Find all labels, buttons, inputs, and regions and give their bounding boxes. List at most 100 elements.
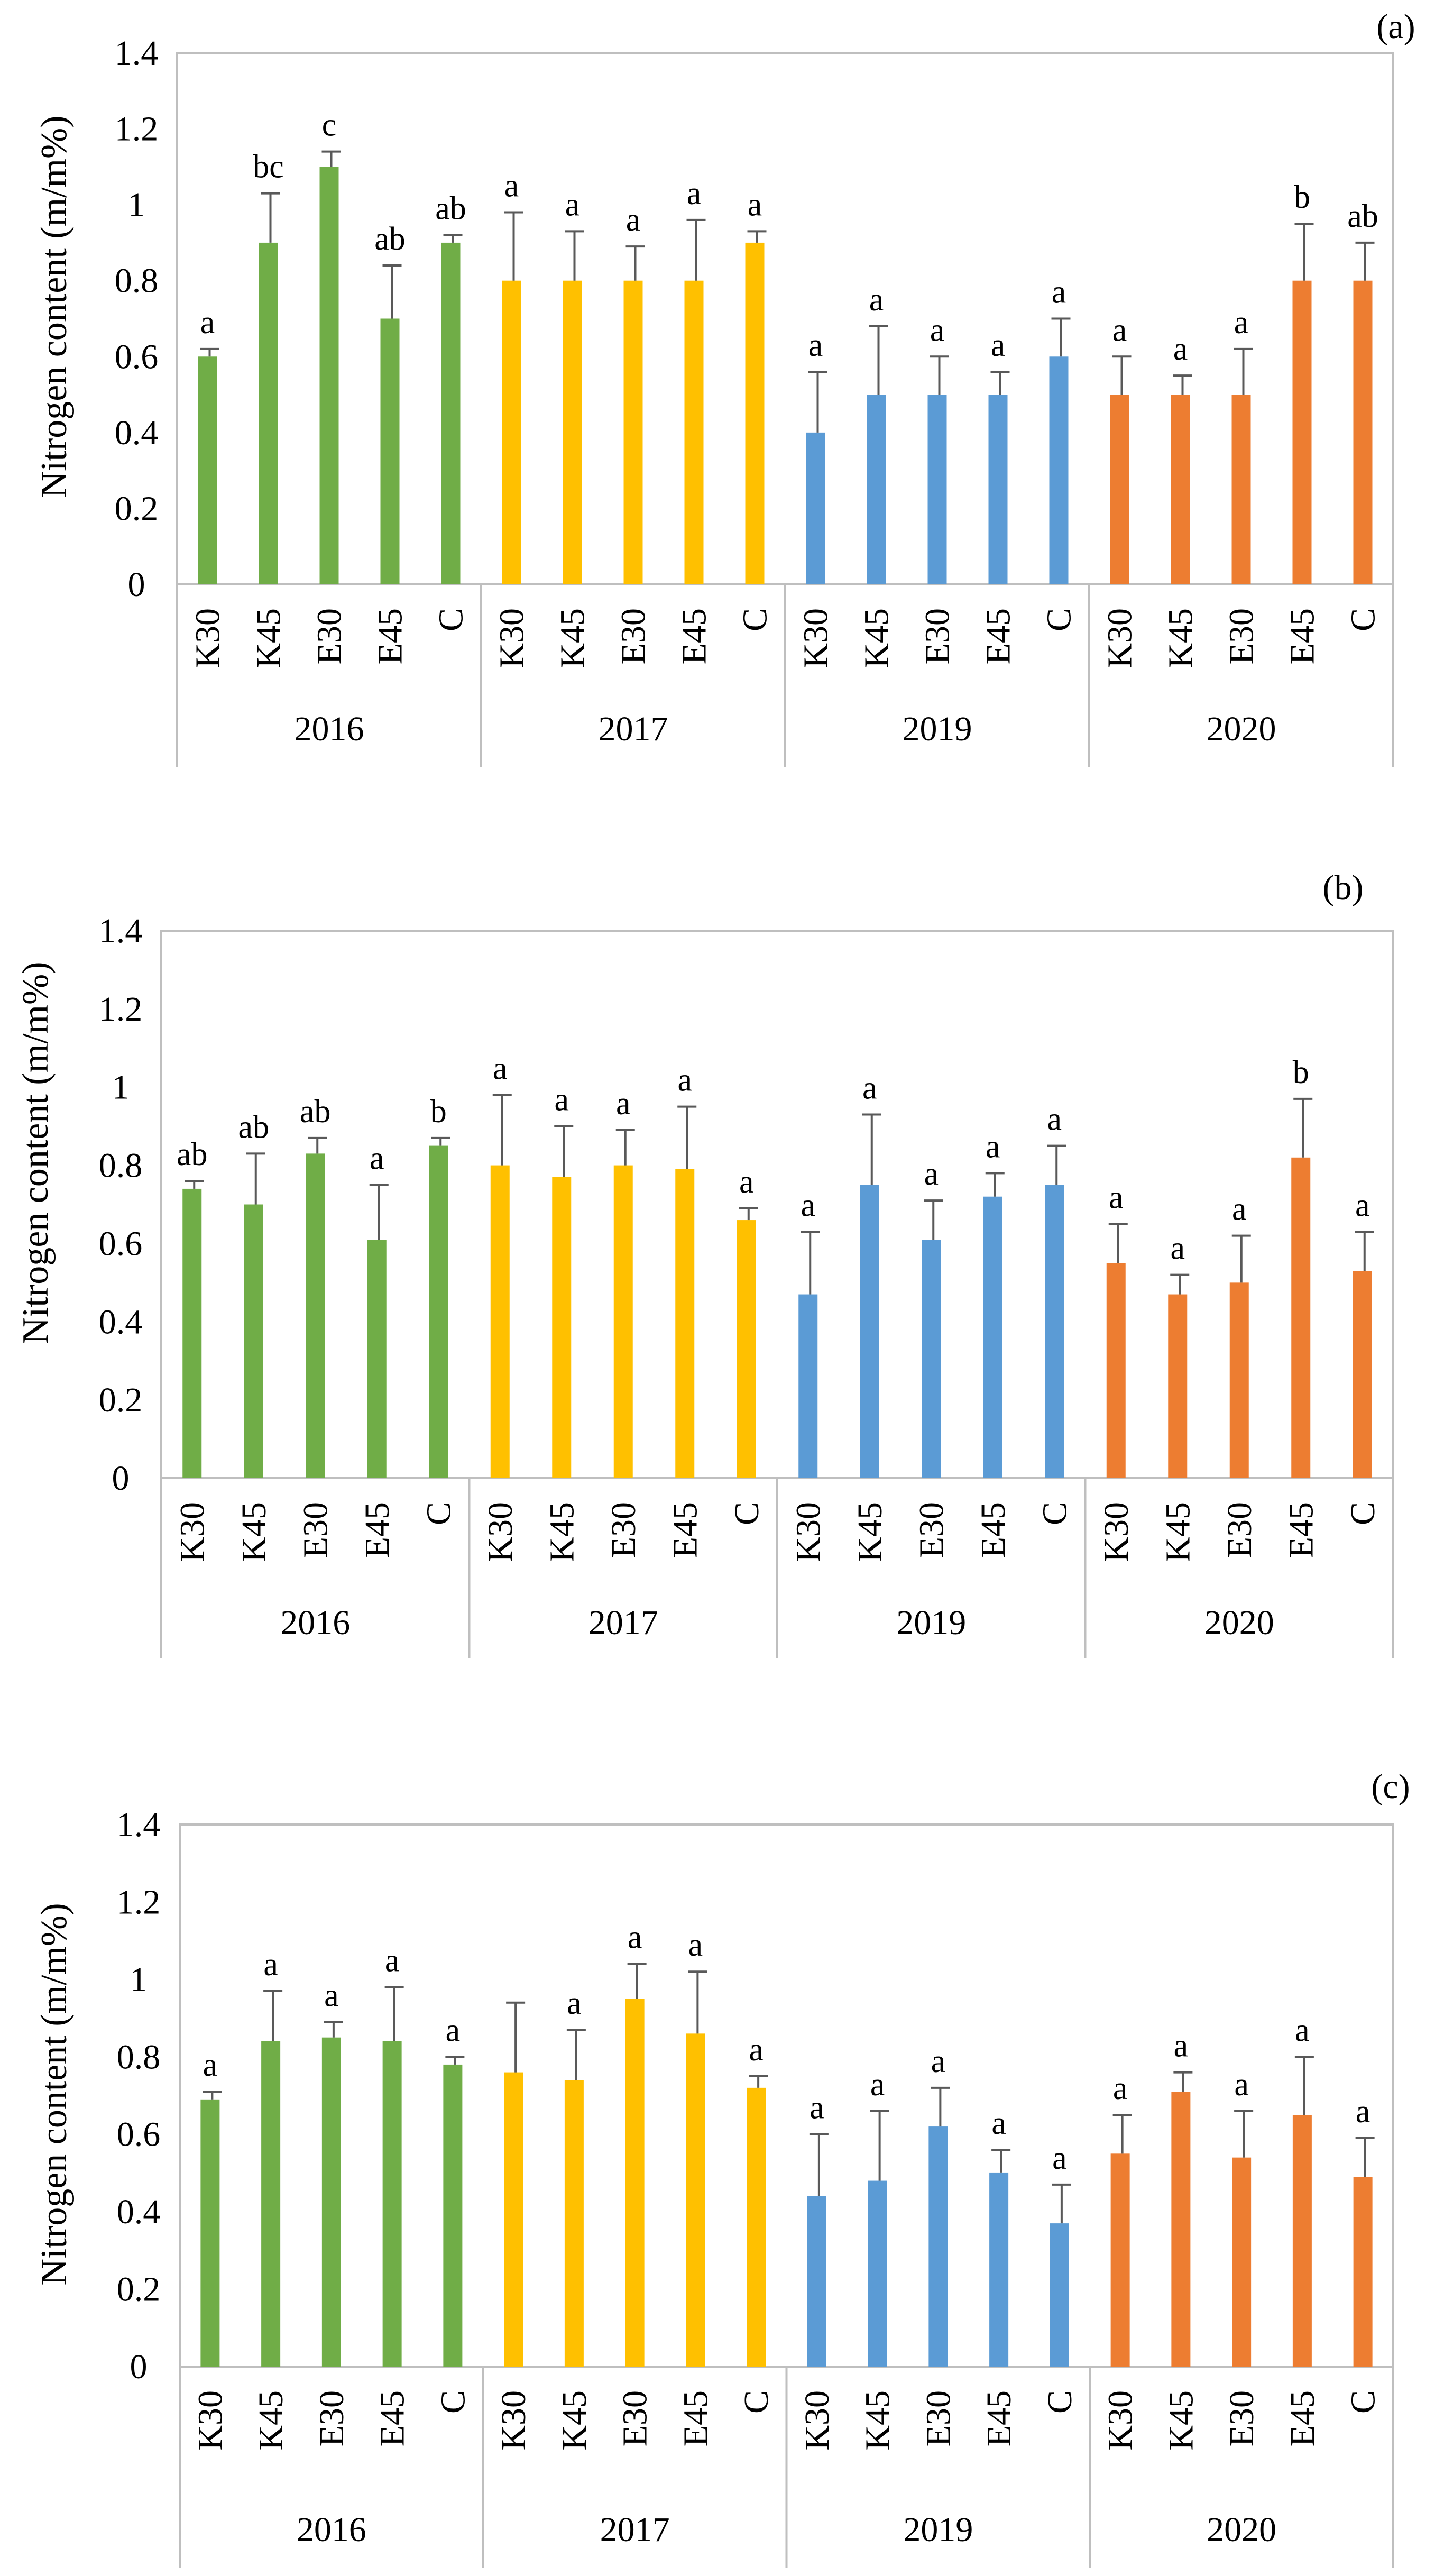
x-category-label: K45 [555,2390,594,2451]
bar-2016-C [429,1145,448,1478]
significance-label: a [616,1086,631,1122]
bar-2017-E45 [675,1169,695,1478]
bar-2016-K30 [182,1188,202,1478]
x-category-label: K45 [851,1502,889,1562]
significance-label: a [1052,2140,1067,2176]
bar-2017-K30 [504,2072,523,2367]
x-category-label: K30 [798,2390,836,2451]
y-tick-label: 0.4 [99,1303,143,1341]
significance-label: a [931,2043,946,2079]
bar-2020-C [1353,280,1373,584]
bar-2019-E30 [927,395,947,584]
x-category-label: C [728,1502,766,1525]
chart-panel-a: (a) Nitrogen content (m/m%) 0 0.2 0.4 0.6 0.… [34,7,1415,767]
bar-2016-K30 [198,356,217,584]
x-group-label: 2020 [1207,710,1276,748]
x-group-label: 2019 [903,2510,973,2549]
y-axis-label-a: Nitrogen content (m/m%) [34,115,75,498]
x-group-label: 2020 [1207,2510,1276,2549]
significance-label: ab [177,1136,208,1172]
significance-label: a [739,1164,754,1200]
bar-2017-E30 [625,1999,645,2367]
significance-label: a [1112,312,1127,348]
x-category-label: K30 [494,2390,533,2451]
x-category-label: K45 [252,2390,290,2451]
x-category-label: E45 [974,1502,1013,1558]
x-category-label: C [1344,1502,1382,1525]
bar-2017-E45 [686,2033,705,2367]
bar-2016-K30 [200,2099,220,2367]
significance-label: a [1047,1102,1062,1138]
x-category-label: C [1040,608,1079,631]
bar-2019-E45 [989,2172,1009,2367]
x-category-label: E30 [312,2390,351,2446]
bar-2016-E30 [306,1153,325,1478]
bar-2017-K45 [564,2080,584,2367]
y-axis-label-c: Nitrogen content (m/m%) [34,1903,75,2285]
bar-2016-C [441,242,461,584]
x-category-label: K30 [789,1502,827,1562]
bar-2016-E45 [382,2041,402,2367]
significance-label: a [801,1187,815,1223]
x-category-label: E30 [912,1502,951,1558]
bar-2019-E30 [922,1240,941,1478]
x-category-label: E30 [1222,2390,1261,2446]
x-category-label: C [1344,2390,1383,2414]
x-category-label: K45 [1158,1502,1197,1562]
x-category-label: K45 [1162,2390,1200,2451]
significance-label: a [1113,2070,1128,2106]
significance-label: a [1295,2012,1310,2048]
x-category-label: E45 [1283,608,1322,664]
bar-2017-E30 [623,280,643,584]
significance-label: a [862,1070,877,1106]
bar-2017-K45 [552,1177,572,1478]
x-category-label: K30 [1101,2390,1140,2451]
bar-2020-K30 [1106,1263,1126,1478]
chart-panel-b: (b) Nitrogen content (m/m%) 0 0.2 0.4 0.6 0.… [15,868,1394,1658]
x-category-label: K30 [481,1502,520,1562]
panel-label-b: (b) [1323,868,1364,907]
bar-2020-K45 [1168,1294,1188,1478]
x-category-label: K45 [235,1502,273,1562]
x-category-label: E45 [666,1502,704,1558]
bar-2016-E30 [319,167,339,584]
significance-label: a [677,1062,692,1098]
bar-2020-C [1353,2177,1373,2367]
x-category-label: K30 [1101,608,1139,668]
significance-label: a [446,2012,461,2048]
bar-2016-E45 [380,318,400,584]
significance-label: ab [1347,198,1378,234]
significance-label: a [324,1977,339,2013]
significance-label: ab [300,1094,331,1130]
plot-frame-a [176,52,1394,585]
significance-label: a [628,1920,642,1956]
y-tick-label: 0.8 [115,262,159,300]
significance-label: a [1174,2028,1189,2064]
significance-label: a [1356,2094,1370,2130]
bar-2020-K45 [1171,395,1190,584]
x-category-label: K30 [493,608,531,668]
significance-label: a [808,327,823,363]
bar-2019-E30 [928,2126,948,2367]
bar-2017-K30 [502,280,521,584]
bar-2017-C [737,1220,756,1478]
significance-label: a [748,187,762,223]
x-category-label: E30 [296,1502,335,1558]
y-tick-label: 0.4 [115,414,159,452]
significance-label: ab [374,221,406,257]
significance-label: a [688,1927,703,1963]
x-group-label: 2016 [295,710,364,748]
bar-2016-K45 [259,242,278,584]
significance-label: a [986,1129,1000,1165]
bar-2020-C [1353,1271,1372,1478]
significance-label: a [1355,1187,1370,1223]
significance-label: a [870,2067,885,2103]
y-tick-label: 1 [112,1068,130,1107]
y-tick-label: 0.4 [117,2193,161,2231]
significance-label: a [200,305,215,341]
x-category-label: K45 [1162,608,1200,668]
y-tick-label: 0 [130,2348,148,2386]
significance-label: a [626,202,641,238]
x-category-label: C [736,608,775,631]
bar-2019-K45 [860,1185,879,1478]
